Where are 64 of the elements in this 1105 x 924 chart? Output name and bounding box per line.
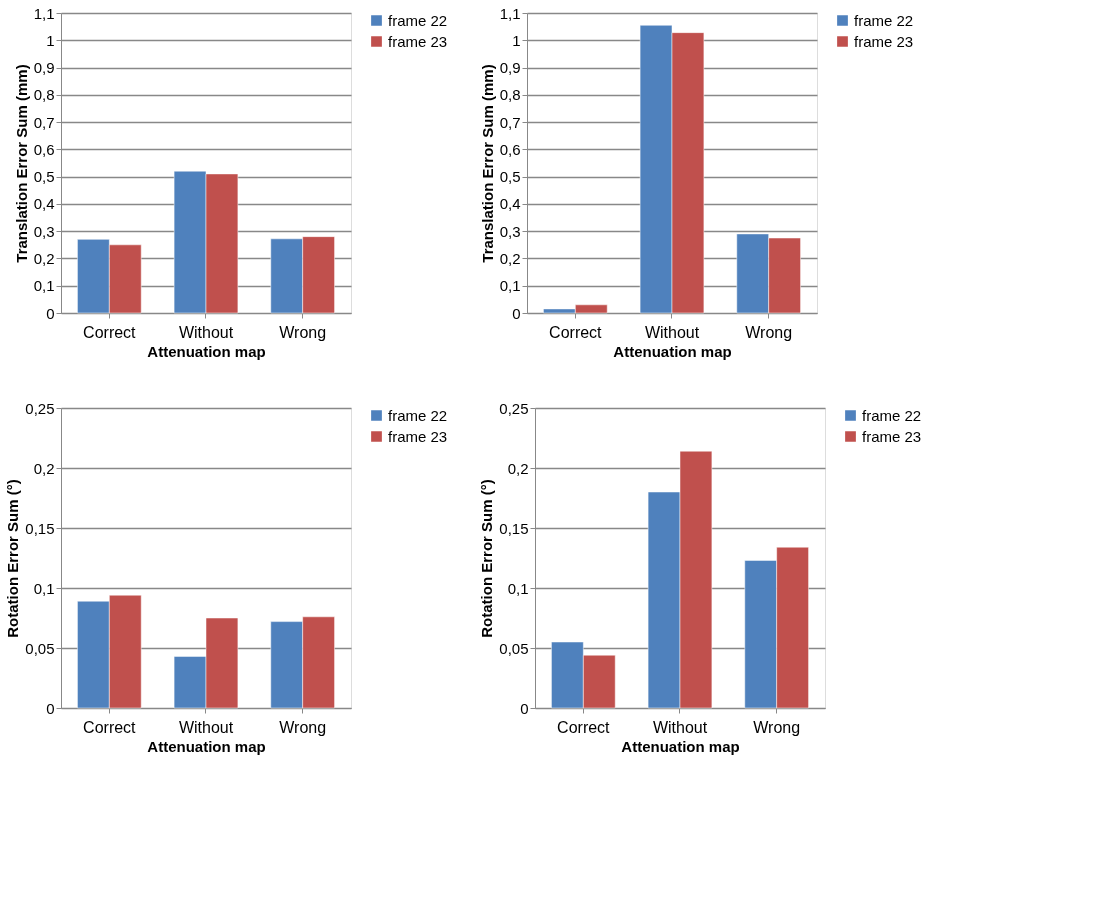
y-tick-label: 1,1 [33, 4, 55, 22]
y-axis-title: Translation Error Sum (mm) [12, 64, 30, 263]
y-tick-label: 0 [512, 304, 521, 322]
x-axis-title: Attenuation map [613, 342, 732, 360]
x-tick-label: Correct [557, 718, 611, 736]
y-axis-title: Translation Error Sum (mm) [478, 64, 496, 263]
y-tick-label: 0,6 [499, 140, 521, 158]
x-axis-title: Attenuation map [147, 342, 266, 360]
legend-label: frame 23 [388, 427, 448, 445]
y-tick-label: 1,1 [499, 4, 521, 22]
x-tick-label: Correct [549, 323, 603, 341]
x-tick-label: Without [652, 718, 708, 736]
y-tick-label: 0,2 [33, 459, 55, 477]
y-tick-label: 0,5 [499, 168, 521, 186]
y-tick-label: 0,25 [499, 399, 529, 417]
y-tick-label: 0,7 [499, 113, 521, 131]
legend-label: frame 23 [862, 427, 922, 445]
y-tick-label: 1 [512, 31, 521, 49]
y-tick-label: 0,1 [33, 579, 55, 597]
y-tick-label: 0,3 [499, 222, 521, 240]
y-tick-label: 0,5 [33, 168, 55, 186]
x-tick-label: Without [178, 323, 234, 341]
y-tick-label: 0,15 [499, 519, 529, 537]
y-tick-label: 0,4 [33, 195, 55, 213]
legend-label: frame 22 [388, 406, 448, 424]
y-tick-label: 0 [520, 699, 529, 717]
y-tick-label: 0,9 [499, 59, 521, 77]
y-tick-label: 0,6 [33, 140, 55, 158]
legend-label: frame 23 [854, 32, 914, 50]
y-tick-label: 0,2 [33, 249, 55, 267]
x-tick-label: Without [644, 323, 700, 341]
x-tick-label: Wrong [753, 718, 801, 736]
y-tick-label: 0,25 [25, 399, 55, 417]
x-axis-title: Attenuation map [147, 737, 266, 755]
y-tick-label: 0,8 [499, 86, 521, 104]
legend-label: frame 22 [854, 11, 914, 29]
x-tick-label: Correct [83, 323, 137, 341]
legend-label: frame 22 [862, 406, 922, 424]
y-tick-label: 0,1 [33, 277, 55, 295]
x-axis-title: Attenuation map [621, 737, 740, 755]
y-tick-label: 0,3 [33, 222, 55, 240]
legend-label: frame 22 [388, 11, 448, 29]
y-tick-label: 0,2 [499, 249, 521, 267]
x-tick-label: Wrong [279, 718, 327, 736]
y-axis-title: Rotation Error Sum (°) [4, 479, 22, 638]
y-tick-label: 0,05 [25, 639, 55, 657]
y-tick-label: 0,4 [499, 195, 521, 213]
y-tick-label: 0,05 [499, 639, 529, 657]
legend-label: frame 23 [388, 32, 448, 50]
x-tick-label: Correct [83, 718, 137, 736]
y-tick-label: 0,8 [33, 86, 55, 104]
y-tick-label: 0,7 [33, 113, 55, 131]
y-axis-title: Rotation Error Sum (°) [478, 479, 496, 638]
y-tick-label: 0 [46, 304, 55, 322]
y-tick-label: 1 [46, 31, 55, 49]
y-tick-label: 0,1 [499, 277, 521, 295]
y-tick-label: 0 [46, 699, 55, 717]
y-tick-label: 0,9 [33, 59, 55, 77]
y-tick-label: 0,2 [507, 459, 529, 477]
x-tick-label: Wrong [279, 323, 327, 341]
y-tick-label: 0,15 [25, 519, 55, 537]
x-tick-label: Wrong [745, 323, 793, 341]
x-tick-label: Without [178, 718, 234, 736]
y-tick-label: 0,1 [507, 579, 529, 597]
